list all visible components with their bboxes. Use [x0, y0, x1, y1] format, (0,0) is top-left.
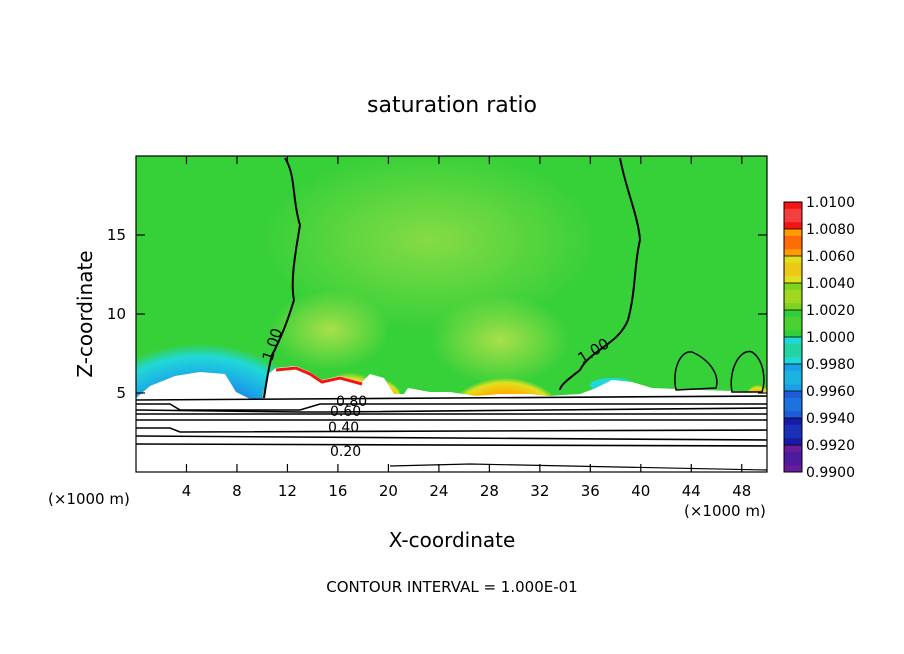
- x-tick-label: 36: [581, 482, 600, 500]
- contour-0p70: [136, 407, 767, 413]
- contour-0p20: [136, 443, 767, 447]
- x-tick-label: 16: [328, 482, 347, 500]
- x-tick-label: 44: [682, 482, 701, 500]
- colorbar-swatch-8: [784, 229, 802, 256]
- colorbar-swatch-blend-8: [784, 235, 802, 250]
- contour-0p10: [389, 463, 767, 471]
- x-tick-label: 20: [379, 482, 398, 500]
- x-axis-label: X-coordinate: [389, 528, 516, 552]
- colorbar-label: 0.9920: [806, 438, 855, 454]
- contour-0p40: [136, 427, 767, 433]
- colorbar-label: 0.9980: [806, 357, 855, 373]
- colorbar-swatch-blend-5: [784, 316, 802, 331]
- y-axis: 5 10 15: [107, 226, 767, 402]
- colorbar-swatch-blend-7: [784, 262, 802, 277]
- x-tick-label: 24: [429, 482, 448, 500]
- contour-interval-note: CONTOUR INTERVAL = 1.000E-01: [326, 578, 577, 596]
- field-pale-region: [260, 156, 600, 330]
- colorbar: 0.9900 0.9920 0.9940 0.9960 0.9980 1.0000 1.00…: [783, 195, 855, 481]
- x-tick-label: 8: [232, 482, 242, 500]
- contour-closed-2: [730, 350, 765, 393]
- colorbar-swatch-4: [784, 337, 802, 364]
- contour-lines: [136, 157, 767, 471]
- y-tick-label: 10: [107, 305, 126, 323]
- y-axis-label: Z-coordinate: [73, 250, 97, 377]
- colorbar-label: 1.0060: [806, 249, 855, 265]
- contour-closed-1: [674, 351, 718, 391]
- x-unit-left: (×1000 m): [48, 490, 130, 508]
- red-fringe: [275, 366, 363, 386]
- colorbar-swatch-blend-6: [784, 289, 802, 304]
- colorbar-label: 0.9900: [806, 465, 855, 481]
- colorbar-label: 1.0080: [806, 222, 855, 238]
- colorbar-swatch-5: [784, 310, 802, 337]
- colorbar-label: 1.0000: [806, 330, 855, 346]
- contour-0p30: [136, 435, 767, 441]
- contour-label-0p20: 0.20: [330, 444, 361, 460]
- colorbar-swatch-blend-4: [784, 343, 802, 358]
- contour-0p80: [136, 403, 767, 411]
- contour-0p90: [136, 395, 767, 401]
- saturation-field: 1.00 1.00 0.80 0.60 0.40 0.20: [136, 156, 767, 472]
- x-tick-label: 48: [732, 482, 751, 500]
- contour-label-0p40: 0.40: [328, 420, 359, 436]
- colorbar-label: 1.0040: [806, 276, 855, 292]
- colorbar-swatch-2: [784, 391, 802, 418]
- y-tick-label: 5: [116, 384, 126, 402]
- colorbar-swatch-blend-9: [784, 208, 802, 223]
- contour-label-0p60: 0.60: [330, 404, 361, 420]
- colorbar-label: 0.9960: [806, 384, 855, 400]
- y-tick-label: 15: [107, 226, 126, 244]
- colorbar-label: 1.0100: [806, 195, 855, 211]
- x-axis: 4 8 12 16 20 24 28 32 36 40 44 48: [182, 156, 751, 500]
- colorbar-swatch-blend-2: [784, 397, 802, 412]
- colorbar-label: 0.9940: [806, 411, 855, 427]
- contour-label-0p80: 0.80: [336, 394, 367, 410]
- x-tick-label: 32: [530, 482, 549, 500]
- contour-1p00-left: [263, 157, 302, 399]
- field-pale-region-3: [430, 295, 570, 385]
- colorbar-swatch-blend-1: [784, 424, 802, 439]
- x-tick-label: 40: [631, 482, 650, 500]
- x-tick-label: 28: [480, 482, 499, 500]
- x-tick-label: 12: [278, 482, 297, 500]
- colorbar-swatch-6: [784, 283, 802, 310]
- colorbar-swatch-7: [784, 256, 802, 283]
- colorbar-label: 1.0020: [806, 303, 855, 319]
- colorbar-swatch-blend-3: [784, 370, 802, 385]
- chart-title: saturation ratio: [367, 93, 537, 118]
- contour-1p00-right: [559, 157, 642, 391]
- colorbar-swatch-0: [784, 445, 802, 472]
- colorbar-swatch-3: [784, 364, 802, 391]
- colorbar-swatch-9: [784, 202, 802, 229]
- colorbar-swatch-blend-0: [784, 451, 802, 466]
- x-unit-right: (×1000 m): [684, 502, 766, 520]
- colorbar-swatch-1: [784, 418, 802, 445]
- x-tick-label: 4: [182, 482, 192, 500]
